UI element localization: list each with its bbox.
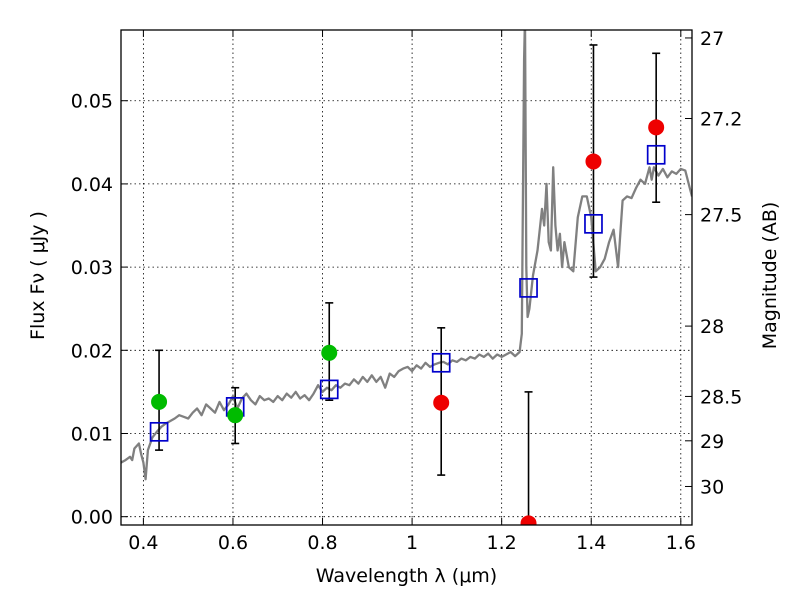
grid — [121, 30, 692, 525]
model-point — [519, 278, 538, 298]
x-axis-label: Wavelength λ (μm) — [316, 565, 497, 587]
mag-tick-label: 27.5 — [700, 205, 742, 227]
green-point — [227, 407, 244, 424]
model-point — [319, 379, 339, 400]
y-tick-label: 0.04 — [71, 174, 113, 196]
x-tick-label: 0.8 — [307, 532, 337, 554]
red-point — [520, 515, 537, 525]
x-tick-label: 1.2 — [487, 532, 517, 554]
x-tick-label: 0.6 — [218, 532, 248, 554]
y-tick-label: 0.01 — [71, 423, 113, 445]
red-point — [433, 394, 450, 411]
x-tick-label: 1.4 — [576, 532, 606, 554]
plot-frame — [120, 29, 693, 526]
mag-tick-label: 30 — [700, 476, 724, 498]
y-tick-label: 0.03 — [71, 257, 113, 279]
x-tick-label: 1 — [406, 532, 418, 554]
series — [121, 30, 692, 525]
ticks: 0.4 0.6 0.8 1 1.2 1.4 1.6 0.00 0.01 0.02 0.03 0.04 0… — [71, 28, 743, 554]
y-axis-label: Flux Fν ( μJy ) — [27, 211, 49, 340]
model-point — [431, 352, 451, 373]
y2-axis-label: Magnitude (AB) — [759, 202, 781, 350]
model-point — [584, 213, 603, 234]
green-point — [321, 344, 338, 361]
red-point — [585, 153, 602, 170]
model-point — [646, 144, 666, 165]
mag-tick-label: 27.2 — [700, 108, 742, 130]
mag-tick-label: 27 — [700, 28, 724, 50]
x-tick-label: 1.6 — [666, 532, 696, 554]
spectrum-line — [121, 30, 692, 481]
model-point — [149, 421, 169, 442]
x-tick-label: 0.4 — [128, 532, 158, 554]
y-tick-label: 0.05 — [71, 91, 113, 113]
y-tick-label: 0.00 — [71, 507, 113, 529]
mag-tick-label: 29 — [700, 431, 724, 453]
green-point — [151, 393, 168, 410]
red-point — [648, 119, 665, 136]
mag-tick-label: 28.5 — [700, 386, 742, 408]
mag-tick-label: 28 — [700, 316, 724, 338]
y-tick-label: 0.02 — [71, 340, 113, 362]
